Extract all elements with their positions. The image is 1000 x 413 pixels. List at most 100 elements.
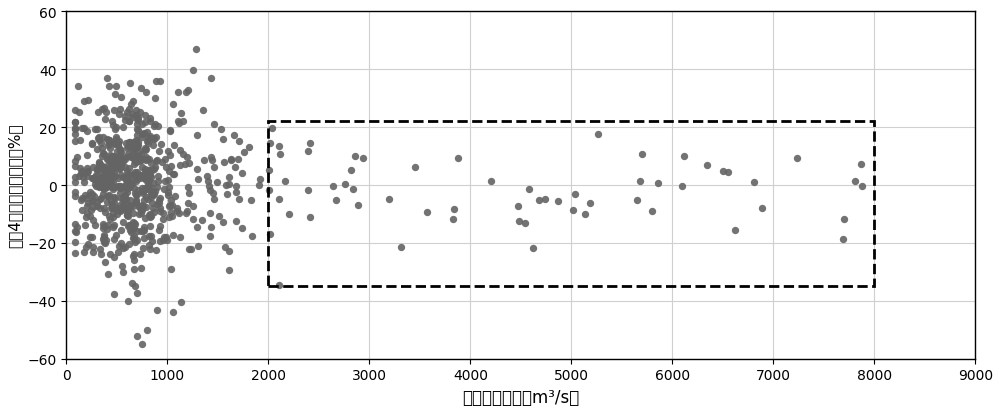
Point (96, 152, 112, 158)
Point (143, 160, 159, 167)
Point (134, 132, 150, 138)
Point (122, 139, 138, 145)
Point (139, 139, 155, 145)
Point (121, 204, 137, 211)
Point (67, 194, 83, 200)
Point (126, 257, 142, 263)
Point (112, 185, 128, 192)
Point (483, 178, 499, 185)
Point (203, 75, 219, 82)
Point (126, 144, 142, 151)
Point (221, 248, 237, 254)
Point (199, 173, 215, 180)
Point (143, 174, 159, 180)
Point (102, 139, 118, 146)
Point (98, 167, 114, 173)
Point (113, 153, 129, 160)
Point (126, 266, 142, 273)
Point (129, 169, 145, 176)
Point (171, 210, 187, 216)
Point (104, 174, 120, 180)
Point (155, 237, 171, 244)
Point (91, 137, 107, 144)
Point (125, 149, 141, 156)
Point (154, 159, 170, 166)
Point (85, 204, 101, 211)
Point (80, 169, 96, 175)
Point (93, 169, 109, 176)
Point (143, 191, 159, 197)
Point (93, 174, 109, 181)
Point (150, 123, 166, 130)
Point (115, 203, 131, 209)
Point (104, 163, 120, 169)
Point (113, 160, 129, 166)
Point (74, 208, 90, 214)
Point (105, 164, 121, 171)
Point (124, 112, 140, 118)
Point (151, 148, 167, 154)
Point (134, 207, 150, 214)
Point (112, 207, 128, 214)
Point (122, 203, 138, 210)
Point (98, 237, 114, 243)
Point (149, 157, 165, 164)
Point (98, 174, 114, 181)
Point (119, 180, 135, 187)
Point (113, 149, 129, 156)
Point (715, 169, 731, 175)
Point (150, 178, 166, 185)
Point (133, 152, 149, 158)
Point (171, 121, 187, 127)
Point (67, 189, 83, 196)
Point (277, 178, 293, 185)
Point (100, 271, 116, 278)
Point (121, 165, 137, 172)
Point (142, 246, 158, 252)
Point (854, 183, 870, 190)
Point (131, 204, 147, 211)
Point (173, 111, 189, 117)
Point (166, 142, 182, 149)
Point (67, 239, 83, 246)
Point (126, 225, 142, 232)
Point (117, 117, 133, 124)
Point (223, 157, 239, 163)
Point (84, 141, 100, 148)
Point (130, 127, 146, 134)
Point (116, 174, 132, 181)
Point (133, 172, 149, 178)
Point (272, 151, 288, 158)
Point (206, 196, 222, 202)
Point (117, 157, 133, 164)
Point (407, 164, 423, 171)
Point (123, 155, 139, 161)
Point (172, 234, 188, 241)
Point (200, 178, 216, 185)
Point (517, 220, 533, 226)
Point (128, 112, 144, 119)
Point (244, 233, 260, 240)
Point (145, 189, 161, 196)
Point (128, 108, 144, 114)
Point (141, 157, 157, 164)
Point (96, 105, 112, 112)
Point (120, 152, 136, 158)
Point (185, 203, 201, 210)
Point (122, 227, 138, 234)
Point (119, 205, 135, 211)
Point (118, 178, 134, 184)
Point (107, 126, 123, 133)
Point (87, 174, 103, 181)
Point (103, 169, 119, 175)
Point (78, 244, 94, 251)
Point (111, 243, 127, 250)
Point (165, 102, 181, 108)
Point (134, 204, 150, 211)
Point (125, 253, 141, 259)
Point (727, 227, 743, 233)
Point (129, 175, 145, 182)
Point (115, 197, 131, 203)
Point (119, 109, 135, 116)
Point (101, 83, 117, 90)
